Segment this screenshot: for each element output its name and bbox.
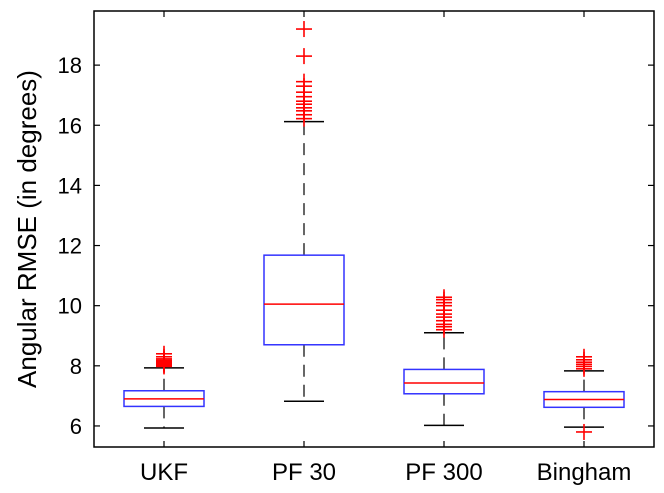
outlier-marker [436, 289, 452, 306]
iqr-box [263, 254, 345, 346]
y-tick-label: 12 [58, 234, 82, 259]
box-group-pf-30 [263, 21, 345, 403]
x-tick-label: Bingham [537, 459, 632, 486]
x-tick-label: PF 30 [272, 459, 336, 486]
box-group-pf-300 [403, 289, 485, 427]
box-group-ukf [123, 345, 205, 429]
y-axis-ticks: 6 8 10 12 14 16 18 [58, 53, 654, 439]
outlier-marker [156, 345, 172, 362]
boxes-layer [123, 21, 625, 440]
outlier-marker [576, 348, 592, 365]
y-axis-label: Angular RMSE (in degrees) [12, 70, 42, 388]
y-tick-label: 10 [58, 294, 82, 319]
x-axis-ticks: UKF PF 30 PF 300 Bingham [140, 11, 631, 486]
x-tick-label: UKF [140, 459, 188, 486]
x-tick-label: PF 300 [405, 459, 482, 486]
axes-frame [93, 10, 655, 448]
outlier-marker [296, 21, 312, 38]
y-tick-label: 18 [58, 53, 82, 78]
outlier-marker [296, 73, 312, 90]
y-tick-label: 14 [58, 173, 82, 198]
y-tick-label: 6 [70, 414, 82, 439]
box-group-bingham [543, 348, 625, 440]
outlier-marker [296, 48, 312, 65]
y-tick-label: 16 [58, 113, 82, 138]
iqr-box [403, 368, 485, 395]
y-tick-label: 8 [70, 354, 82, 379]
outlier-marker [576, 423, 592, 440]
